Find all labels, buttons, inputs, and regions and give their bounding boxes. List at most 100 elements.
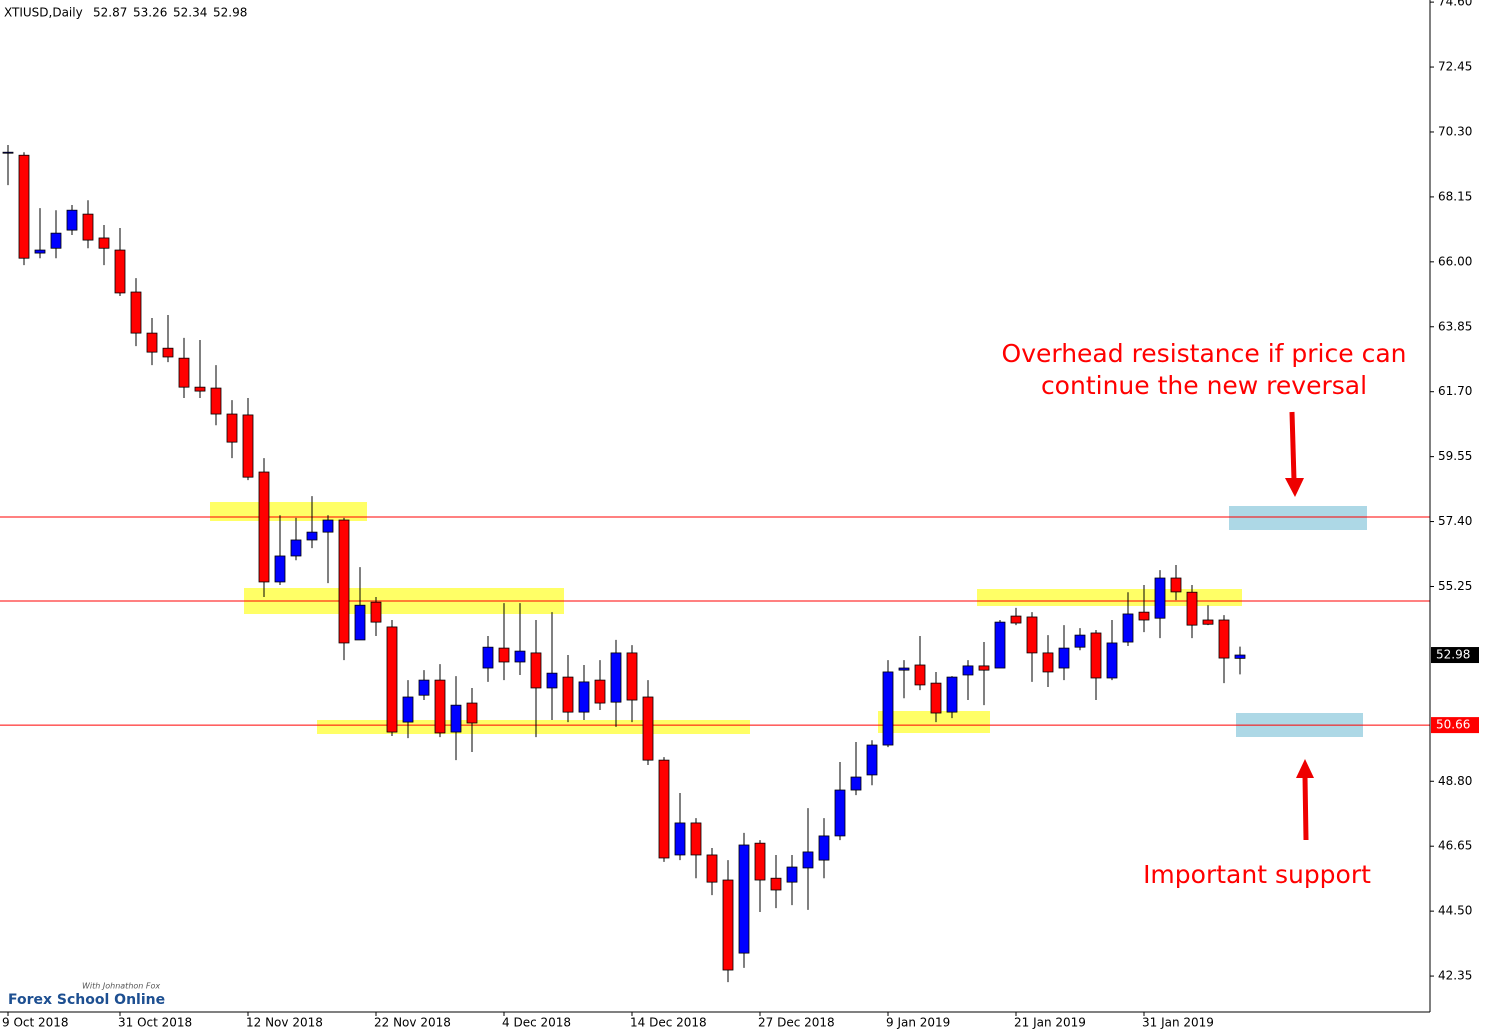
candle-body	[658, 759, 670, 859]
y-tick-label: 68.15	[1438, 189, 1472, 203]
x-tick-label: 9 Jan 2019	[886, 1016, 950, 1030]
candle-body	[370, 601, 382, 623]
candle-body	[706, 854, 718, 883]
candle-body	[754, 842, 766, 881]
candle-body	[498, 647, 510, 663]
y-tick-label: 42.35	[1438, 969, 1472, 983]
candle-body	[386, 626, 398, 733]
candle-body	[50, 232, 62, 249]
annotation: Overhead resistance if price can	[1002, 339, 1407, 368]
candle-body	[1026, 616, 1038, 654]
zone	[977, 589, 1242, 606]
candle-body	[274, 555, 286, 583]
candle-body	[738, 844, 750, 954]
candle-body	[242, 414, 254, 478]
ohlc-close: 52.98	[213, 6, 247, 20]
candle-body	[2, 151, 14, 154]
candle-body	[514, 650, 526, 663]
candle-body	[1154, 577, 1166, 619]
x-tick-label: 27 Dec 2018	[758, 1016, 835, 1030]
candle-body	[866, 744, 878, 776]
candle-body	[162, 347, 174, 358]
candle-body	[466, 702, 478, 724]
candle-body	[770, 877, 782, 891]
x-tick-label: 4 Dec 2018	[502, 1016, 571, 1030]
candle-body	[642, 696, 654, 761]
candle-body	[130, 291, 142, 334]
candle-body	[546, 672, 558, 689]
chart-title: XTIUSD,Daily	[4, 6, 83, 20]
y-tick-label: 70.30	[1438, 124, 1472, 138]
candle-body	[434, 679, 446, 734]
price-label-box	[1431, 647, 1479, 664]
candle-body	[418, 679, 430, 696]
zone	[878, 711, 990, 733]
candle-body	[1058, 647, 1070, 669]
y-tick-label: 57.40	[1438, 514, 1472, 528]
candle-body	[322, 519, 334, 533]
candle-body	[402, 696, 414, 723]
candle-body	[306, 531, 318, 541]
x-tick-label: 9 Oct 2018	[2, 1016, 69, 1030]
annotation: Important support	[1143, 860, 1371, 889]
candle-body	[1170, 577, 1182, 593]
y-tick-label: 59.55	[1438, 449, 1472, 463]
candle-body	[34, 249, 46, 254]
level-label-box	[1431, 717, 1479, 734]
candle-body	[226, 413, 238, 443]
y-tick-label: 63.85	[1438, 319, 1472, 333]
candle-body	[578, 681, 590, 713]
y-tick-label: 44.50	[1438, 904, 1472, 918]
candle-body	[482, 646, 494, 669]
level-label: 50.66	[1436, 718, 1470, 732]
y-tick-label: 46.65	[1438, 839, 1472, 853]
levels	[0, 516, 1430, 726]
y-tick-label: 72.45	[1438, 60, 1472, 74]
candle-body	[114, 249, 126, 294]
candle-body	[994, 621, 1006, 669]
candle-body	[1074, 634, 1086, 648]
candle-body	[978, 665, 990, 671]
candle-body	[258, 471, 270, 583]
candle-body	[98, 237, 110, 249]
candle-body	[450, 704, 462, 733]
candle-body	[354, 604, 366, 641]
y-tick-label: 61.70	[1438, 384, 1472, 398]
candle-body	[786, 866, 798, 883]
candle-body	[66, 209, 78, 231]
candle-body	[930, 682, 942, 714]
candle-body	[18, 154, 30, 259]
x-tick-label: 21 Jan 2019	[1014, 1016, 1086, 1030]
candle-body	[562, 676, 574, 713]
y-tick-label: 48.80	[1438, 774, 1472, 788]
arrow	[1285, 411, 1304, 497]
y-tick-label: 55.25	[1438, 579, 1472, 593]
candle-body	[1010, 615, 1022, 624]
candle-body	[82, 213, 94, 241]
x-tick-label: 31 Oct 2018	[118, 1016, 192, 1030]
ohlc-low: 52.34	[173, 6, 207, 20]
candle-body	[1202, 619, 1214, 625]
candle-body	[178, 357, 190, 388]
candle-body	[850, 776, 862, 791]
candle-body	[898, 667, 910, 671]
candle-body	[946, 676, 958, 713]
x-tick-label: 12 Nov 2018	[246, 1016, 323, 1030]
zone	[317, 720, 750, 734]
candle-body	[690, 822, 702, 856]
candle-body	[1122, 613, 1134, 643]
candle-body	[1186, 591, 1198, 626]
candle-body	[194, 386, 206, 392]
candle-body	[1234, 654, 1246, 659]
candle-body	[962, 665, 974, 676]
ohlc-open: 52.87	[93, 6, 127, 20]
candle-body	[626, 652, 638, 701]
candle-body	[1042, 652, 1054, 673]
candle-body	[674, 822, 686, 856]
candle-body	[1138, 611, 1150, 621]
candle-body	[818, 835, 830, 861]
candle-body	[290, 539, 302, 557]
candle-body	[210, 387, 222, 415]
candle-body	[1090, 632, 1102, 679]
